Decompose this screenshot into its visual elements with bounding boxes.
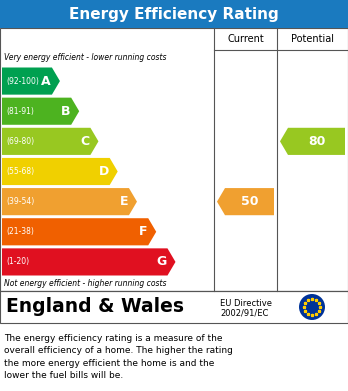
Text: Current: Current [227, 34, 264, 44]
Text: (81-91): (81-91) [6, 107, 34, 116]
Text: Very energy efficient - lower running costs: Very energy efficient - lower running co… [4, 54, 166, 63]
Polygon shape [2, 98, 79, 125]
Text: Potential: Potential [291, 34, 334, 44]
Polygon shape [2, 128, 98, 155]
Polygon shape [2, 218, 156, 246]
Text: EU Directive: EU Directive [220, 299, 272, 308]
Text: D: D [98, 165, 109, 178]
Text: The energy efficiency rating is a measure of the
overall efficiency of a home. T: The energy efficiency rating is a measur… [4, 334, 233, 380]
Text: (1-20): (1-20) [6, 257, 29, 266]
Text: (39-54): (39-54) [6, 197, 34, 206]
Circle shape [299, 294, 325, 320]
Text: 80: 80 [308, 135, 325, 148]
Polygon shape [2, 188, 137, 215]
Text: E: E [119, 195, 128, 208]
Polygon shape [217, 188, 274, 215]
Text: England & Wales: England & Wales [6, 298, 184, 316]
Text: 2002/91/EC: 2002/91/EC [220, 308, 268, 317]
Text: (55-68): (55-68) [6, 167, 34, 176]
Text: 50: 50 [241, 195, 258, 208]
Bar [0, 28, 348, 291]
Text: (92-100): (92-100) [6, 77, 39, 86]
Text: Energy Efficiency Rating: Energy Efficiency Rating [69, 7, 279, 22]
Text: F: F [139, 225, 147, 238]
Bar [0, 0, 348, 28]
Polygon shape [2, 248, 175, 276]
Text: (21-38): (21-38) [6, 227, 34, 236]
Polygon shape [280, 128, 345, 155]
Text: Not energy efficient - higher running costs: Not energy efficient - higher running co… [4, 280, 166, 289]
Text: (69-80): (69-80) [6, 137, 34, 146]
Text: B: B [61, 105, 70, 118]
Text: G: G [156, 255, 166, 269]
Text: C: C [80, 135, 89, 148]
Text: A: A [41, 75, 51, 88]
Polygon shape [2, 158, 118, 185]
Polygon shape [2, 68, 60, 95]
Bar [0, 291, 348, 323]
